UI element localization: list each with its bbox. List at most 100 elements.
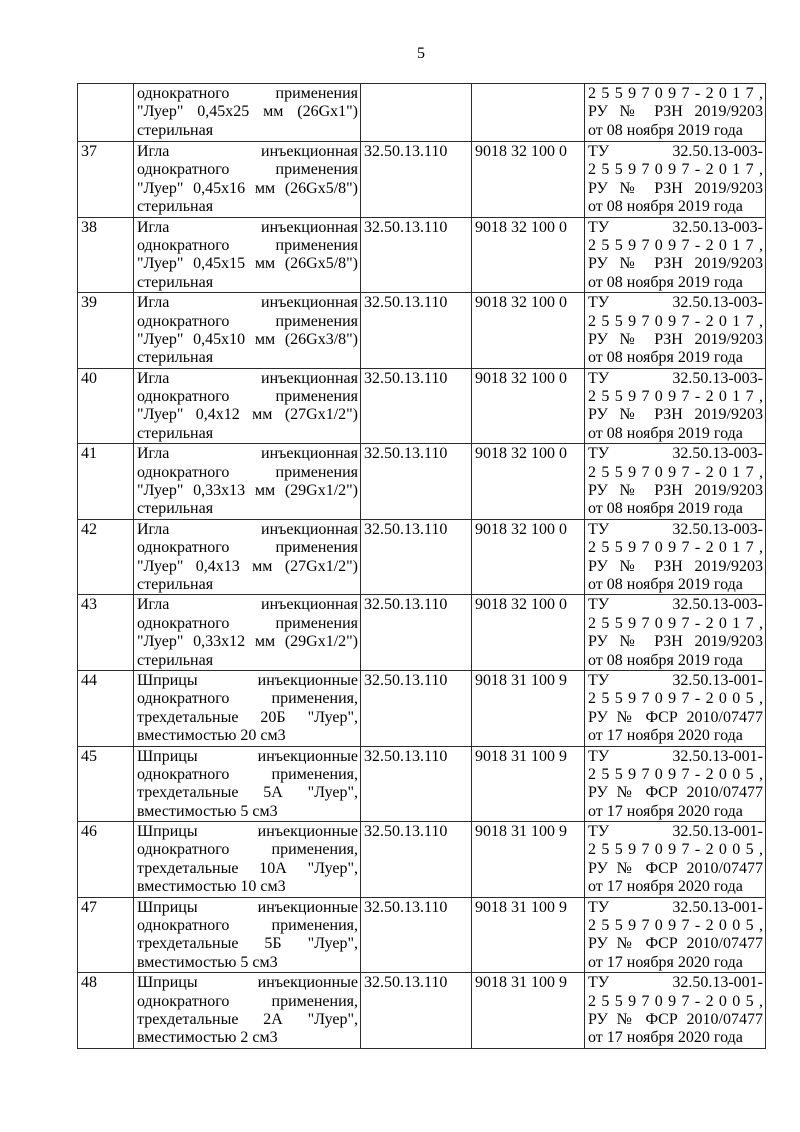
cell-line: Шприцы инъекционные: [137, 747, 358, 765]
cell-line: [81, 85, 131, 103]
okpd-code-cell: [360, 83, 472, 142]
table-row: 46 Шприцы инъекционные однократного примен…: [77, 821, 766, 898]
tnved-code-cell: 9018 32 100 0: [471, 141, 585, 218]
table-row: 44 Шприцы инъекционные однократного примен…: [77, 669, 766, 747]
cell-line: ТУ 32.50.13-001-: [588, 823, 763, 841]
cell-line: Игла инъекционная: [137, 294, 358, 312]
registration-cell: ТУ 32.50.13-003- 2 5 5 9 7 0 9 7 - 2 0 1 …: [584, 518, 766, 596]
row-number-cell: 48: [77, 972, 134, 1049]
cell-line: Игла инъекционная: [137, 596, 358, 614]
okpd-code-cell: 32.50.13.110: [360, 216, 472, 294]
cell-line: 32.50.13.110: [364, 898, 448, 916]
cell-line: 9018 31 100 9: [475, 823, 567, 841]
cell-line: 2 5 5 9 7 0 9 7 - 2 0 0 5 ,: [588, 841, 763, 859]
cell-line: Игла инъекционная: [137, 143, 358, 160]
cell-line: 9018 32 100 0: [475, 218, 567, 236]
description-cell: Игла инъекционная однократного применения…: [133, 594, 361, 671]
cell-line: "Луер" 0,33x12 мм (29Gx1/2"): [137, 633, 358, 651]
description-cell: Игла инъекционная однократного применения…: [133, 518, 361, 596]
cell-line: Игла инъекционная: [137, 445, 358, 463]
cell-line: 2 5 5 9 7 0 9 7 - 2 0 1 7 ,: [588, 388, 763, 406]
cell-line: 9018 31 100 9: [475, 671, 567, 689]
cell-line: [364, 85, 469, 103]
row-number-cell: 42: [77, 518, 134, 596]
cell-line: 32.50.13.110: [364, 974, 448, 992]
table-row: 43 Игла инъекционная однократного применен…: [77, 594, 766, 671]
cell-line: 40: [81, 369, 97, 387]
cell-line: 2 5 5 9 7 0 9 7 - 2 0 1 7 ,: [588, 236, 763, 254]
row-number-cell: 37: [77, 141, 134, 218]
registration-cell: ТУ 32.50.13-003- 2 5 5 9 7 0 9 7 - 2 0 1 …: [584, 141, 766, 218]
cell-line: 9018 32 100 0: [475, 294, 567, 312]
table-row: 37 Игла инъекционная однократного применен…: [77, 141, 766, 218]
okpd-code-cell: 32.50.13.110: [360, 141, 472, 218]
cell-line: ТУ 32.50.13-001-: [588, 974, 763, 992]
cell-line: ТУ 32.50.13-003-: [588, 520, 763, 538]
cell-line: стерильная: [137, 121, 214, 139]
tnved-code-cell: 9018 32 100 0: [471, 443, 585, 520]
row-number-cell: 45: [77, 745, 134, 823]
cell-line: "Луер" 0,45x25 мм (26Gx1"): [137, 103, 358, 121]
registration-cell: ТУ 32.50.13-003- 2 5 5 9 7 0 9 7 - 2 0 1 …: [584, 367, 766, 445]
cell-line: 2 5 5 9 7 0 9 7 - 2 0 1 7 ,: [588, 614, 763, 632]
cell-line: стерильная: [137, 198, 214, 216]
registration-cell: ТУ 32.50.13-001- 2 5 5 9 7 0 9 7 - 2 0 0 …: [584, 669, 766, 747]
cell-line: стерильная: [137, 575, 214, 593]
tnved-code-cell: [471, 83, 585, 142]
cell-line: 2 5 5 9 7 0 9 7 - 2 0 0 5 ,: [588, 765, 763, 783]
row-number-cell: [77, 83, 134, 142]
cell-line: стерильная: [137, 273, 214, 291]
row-number-cell: 47: [77, 896, 134, 974]
okpd-code-cell: 32.50.13.110: [360, 821, 472, 898]
description-cell: Игла инъекционная однократного применения…: [133, 443, 361, 520]
tnved-code-cell: 9018 32 100 0: [471, 216, 585, 294]
cell-line: от 08 ноября 2019 года: [588, 575, 743, 593]
cell-line: стерильная: [137, 424, 214, 442]
okpd-code-cell: 32.50.13.110: [360, 292, 472, 369]
registration-cell: ТУ 32.50.13-001- 2 5 5 9 7 0 9 7 - 2 0 0 …: [584, 972, 766, 1049]
cell-line: ТУ 32.50.13-003-: [588, 596, 763, 614]
row-number-cell: 44: [77, 669, 134, 747]
description-cell: Шприцы инъекционные однократного применен…: [133, 745, 361, 823]
table-row: 40 Игла инъекционная однократного применен…: [77, 367, 766, 445]
cell-line: 42: [81, 520, 97, 538]
row-number-cell: 46: [77, 821, 134, 898]
cell-line: 32.50.13.110: [364, 143, 448, 160]
cell-line: стерильная: [137, 651, 214, 669]
table-row: 42 Игла инъекционная однократного применен…: [77, 518, 766, 596]
cell-line: трехдетальные 5Б "Луер",: [137, 935, 358, 953]
cell-line: "Луер" 0,45x15 мм (26Gx5/8"): [137, 255, 358, 273]
cell-line: 2 5 5 9 7 0 9 7 - 2 0 0 5 ,: [588, 690, 763, 708]
cell-line: от 17 ноября 2020 года: [588, 1029, 743, 1047]
tnved-code-cell: 9018 31 100 9: [471, 972, 585, 1049]
cell-line: Шприцы инъекционные: [137, 671, 358, 689]
cell-line: 9018 32 100 0: [475, 596, 567, 614]
cell-line: ТУ 32.50.13-003-: [588, 143, 763, 160]
cell-line: от 08 ноября 2019 года: [588, 273, 743, 291]
page-number: 5: [417, 45, 425, 62]
cell-line: РУ № ФСР 2010/07477: [588, 1010, 763, 1028]
cell-line: однократного применения,: [137, 690, 358, 708]
description-cell: Игла инъекционная однократного применения…: [133, 141, 361, 218]
cell-line: 9018 31 100 9: [475, 898, 567, 916]
table-row: 38 Игла инъекционная однократного применен…: [77, 216, 766, 294]
cell-line: 9018 32 100 0: [475, 445, 567, 463]
row-number-cell: 40: [77, 367, 134, 445]
cell-line: ТУ 32.50.13-003-: [588, 369, 763, 387]
cell-line: трехдетальные 10А "Луер",: [137, 859, 358, 877]
cell-line: от 17 ноября 2020 года: [588, 802, 743, 820]
cell-line: 2 5 5 9 7 0 9 7 - 2 0 1 7 ,: [588, 85, 763, 102]
tnved-code-cell: 9018 31 100 9: [471, 669, 585, 747]
registration-cell: ТУ 32.50.13-001- 2 5 5 9 7 0 9 7 - 2 0 0 …: [584, 821, 766, 898]
description-cell: Игла инъекционная однократного применения…: [133, 216, 361, 294]
table-row: 41 Игла инъекционная однократного применен…: [77, 443, 766, 520]
cell-line: 32.50.13.110: [364, 596, 448, 614]
cell-line: от 17 ноября 2020 года: [588, 727, 743, 745]
cell-line: от 08 ноября 2019 года: [588, 500, 743, 518]
cell-line: трехдетальные 5А "Луер",: [137, 784, 358, 802]
tnved-code-cell: 9018 32 100 0: [471, 292, 585, 369]
registration-cell: ТУ 32.50.13-003- 2 5 5 9 7 0 9 7 - 2 0 1 …: [584, 216, 766, 294]
cell-line: 37: [81, 143, 97, 160]
cell-line: ТУ 32.50.13-001-: [588, 747, 763, 765]
